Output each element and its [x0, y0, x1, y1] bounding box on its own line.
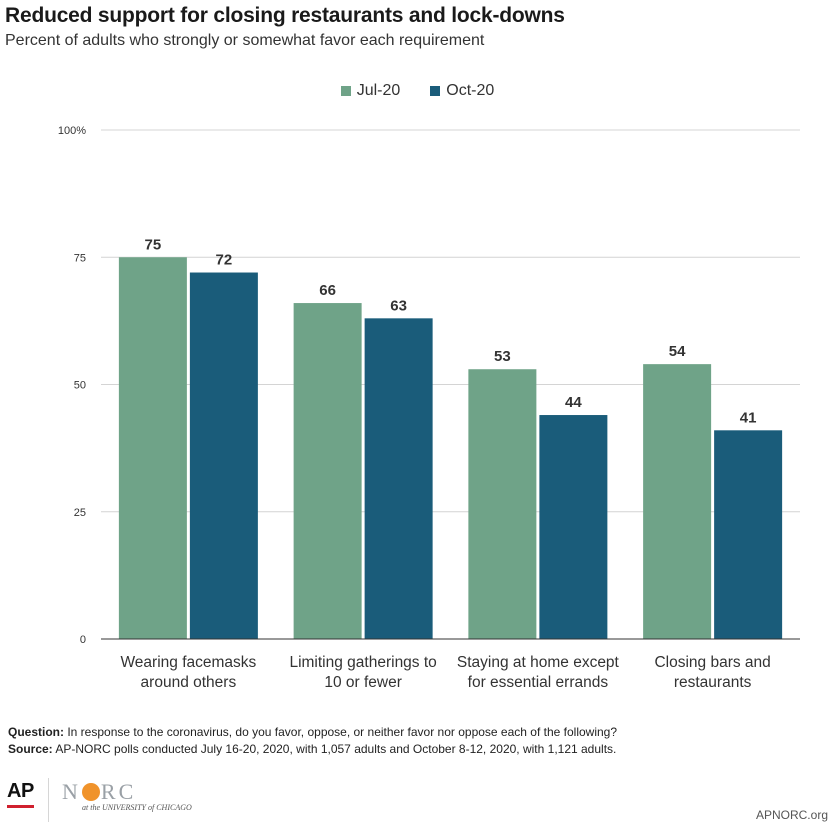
bar-value-label: 63 — [390, 297, 407, 314]
legend-label-oct: Oct-20 — [446, 82, 495, 99]
source-text: AP-NORC polls conducted July 16-20, 2020… — [52, 742, 617, 756]
legend: Jul-20 Oct-20 — [0, 82, 835, 100]
norc-logo-left: N — [62, 779, 81, 804]
uchicago-logo-text: at the UNIVERSITY of CHICAGO — [82, 803, 192, 812]
legend-item-jul: Jul-20 — [340, 82, 401, 100]
source-label: Source: — [8, 742, 53, 756]
legend-item-oct: Oct-20 — [430, 82, 494, 100]
bar-value-label: 66 — [319, 282, 336, 299]
x-tick-label: Wearing facemasks — [120, 654, 256, 671]
chart-subtitle: Percent of adults who strongly or somewh… — [5, 32, 485, 49]
bar-oct — [189, 272, 258, 639]
x-tick-label: restaurants — [674, 674, 752, 691]
y-tick-label: 0 — [80, 634, 86, 646]
bar-jul — [468, 369, 537, 639]
footer-question: Question: In response to the coronavirus… — [8, 724, 617, 741]
y-tick-label: 100% — [58, 125, 86, 137]
bar-jul — [643, 364, 712, 639]
legend-label-jul: Jul-20 — [356, 82, 401, 99]
norc-logo-right: RC — [100, 779, 137, 804]
bar-value-label: 75 — [145, 236, 162, 253]
norc-logo: N RC — [62, 779, 136, 805]
x-tick-label: Limiting gatherings to — [289, 654, 436, 671]
x-tick-label: Closing bars and — [654, 654, 770, 671]
logo-divider — [48, 778, 49, 822]
bar-value-label: 41 — [740, 409, 757, 426]
bar-value-label: 72 — [216, 252, 233, 269]
x-tick-label: Staying at home except — [457, 654, 620, 671]
bar-oct — [364, 318, 433, 639]
legend-swatch-jul — [340, 86, 351, 96]
x-tick-label: 10 or fewer — [324, 674, 402, 691]
bar-value-label: 44 — [565, 394, 582, 411]
y-tick-label: 75 — [74, 252, 86, 264]
x-tick-label: around others — [141, 674, 237, 691]
site-url: APNORC.org — [755, 808, 828, 822]
norc-logo-o-icon — [81, 783, 100, 801]
bar-chart: 0 25 50 75 100% 75 72 Wearing facemasks around o… — [58, 125, 800, 691]
chart-title: Reduced support for closing restaurants … — [5, 4, 565, 27]
legend-swatch-oct — [430, 86, 441, 96]
bar-value-label: 53 — [494, 348, 511, 365]
bar-oct — [714, 430, 783, 639]
ap-logo-bar — [7, 805, 34, 808]
x-tick-label: for essential errands — [468, 674, 609, 691]
y-tick-label: 50 — [74, 380, 86, 392]
bar-jul — [293, 303, 362, 639]
footer-source: Source: AP-NORC polls conducted July 16-… — [8, 741, 617, 758]
bar-value-label: 54 — [669, 343, 686, 360]
question-text: In response to the coronavirus, do you f… — [64, 725, 618, 739]
bar-jul — [118, 257, 187, 639]
ap-logo: AP — [7, 780, 34, 802]
bar-oct — [539, 415, 608, 639]
y-tick-label: 25 — [74, 507, 86, 519]
question-label: Question: — [8, 725, 64, 739]
footer-notes: Question: In response to the coronavirus… — [8, 724, 617, 758]
